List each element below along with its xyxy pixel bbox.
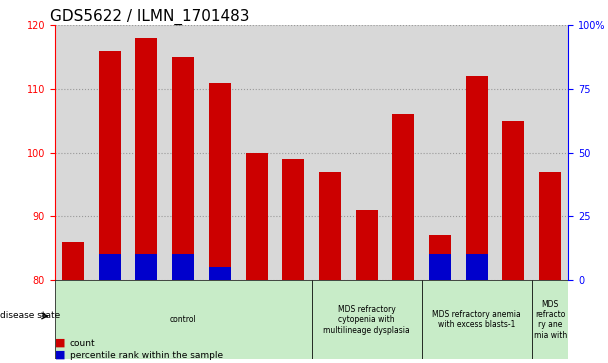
Bar: [466, 254, 488, 280]
Bar: [62, 242, 84, 280]
Bar: [246, 152, 268, 280]
Text: MDS refractory
cytopenia with
multilineage dysplasia: MDS refractory cytopenia with multilinea…: [323, 305, 410, 335]
Bar: [98, 254, 121, 280]
Bar: [466, 76, 488, 280]
Text: GDS5622 / ILMN_1701483: GDS5622 / ILMN_1701483: [50, 9, 249, 25]
Bar: [311, 280, 422, 359]
Bar: [429, 235, 451, 280]
Text: MDS refractory anemia
with excess blasts-1: MDS refractory anemia with excess blasts…: [432, 310, 521, 329]
Bar: [172, 254, 194, 280]
Bar: [532, 280, 568, 359]
Text: percentile rank within the sample: percentile rank within the sample: [70, 351, 223, 359]
Bar: [209, 267, 231, 280]
Bar: [356, 210, 378, 280]
Bar: [55, 280, 311, 359]
Bar: [319, 172, 341, 280]
Bar: [502, 121, 525, 280]
Bar: [136, 38, 157, 280]
Bar: [422, 280, 532, 359]
Bar: [282, 159, 304, 280]
Bar: [539, 172, 561, 280]
Text: disease state: disease state: [0, 311, 60, 321]
Bar: [172, 57, 194, 280]
Bar: [209, 83, 231, 280]
Text: ■: ■: [55, 350, 65, 360]
Text: MDS
refracto
ry ane
mia with: MDS refracto ry ane mia with: [533, 299, 567, 340]
Text: ■: ■: [55, 338, 65, 348]
Bar: [136, 254, 157, 280]
Bar: [98, 51, 121, 280]
Text: control: control: [170, 315, 196, 324]
Bar: [429, 254, 451, 280]
Bar: [392, 114, 414, 280]
Text: count: count: [70, 339, 95, 347]
